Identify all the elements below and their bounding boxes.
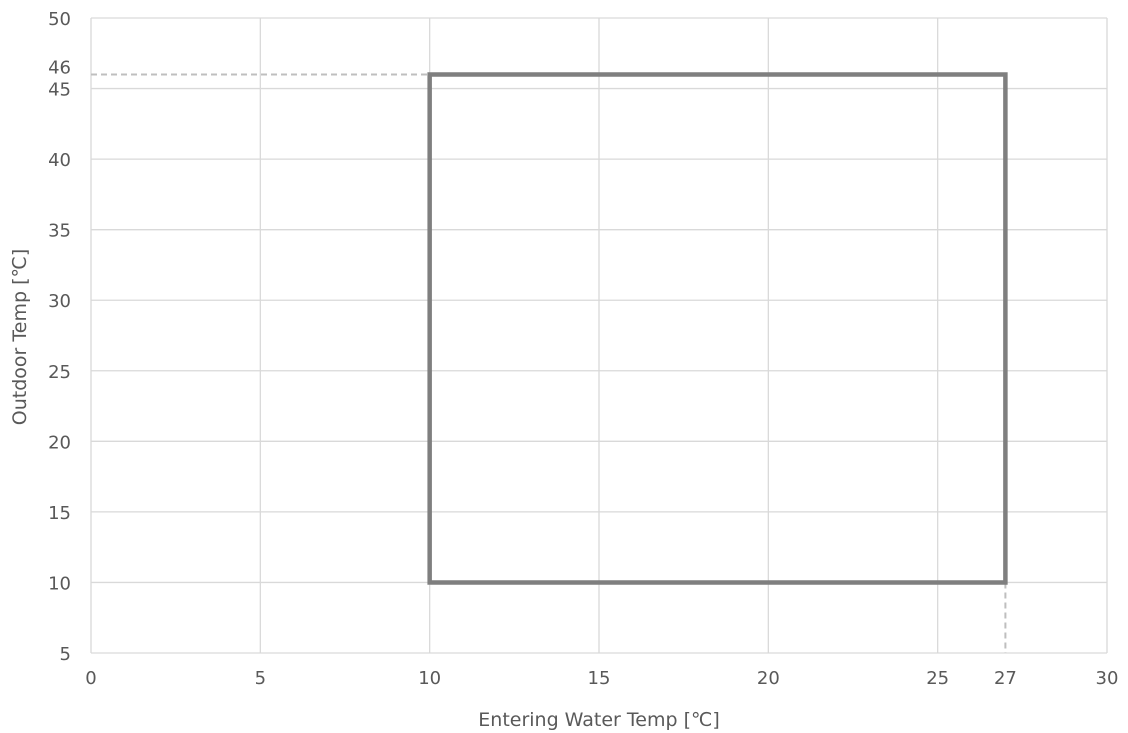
x-tick-label: 5 bbox=[255, 668, 266, 689]
y-tick-label: 25 bbox=[48, 362, 71, 383]
y-tick-label: 40 bbox=[48, 150, 71, 171]
y-gridlines bbox=[91, 17, 1107, 654]
x-tick-label: 27 bbox=[994, 668, 1017, 689]
y-tick-label: 5 bbox=[60, 644, 71, 665]
series-layer bbox=[427, 72, 1008, 585]
x-tick-label: 0 bbox=[85, 668, 96, 689]
series-line bbox=[427, 72, 1008, 585]
y-tick-label: 15 bbox=[48, 503, 71, 524]
x-tick-label: 10 bbox=[418, 668, 441, 689]
y-tick-label: 10 bbox=[48, 573, 71, 594]
y-tick-label: 46 bbox=[48, 57, 71, 78]
x-axis-label: Entering Water Temp [℃] bbox=[478, 709, 719, 731]
x-gridlines bbox=[90, 18, 1108, 653]
y-tick-labels: 5 10 15 20 25 30 35 40 45 50 46 bbox=[48, 9, 71, 665]
y-axis-label: Outdoor Temp [℃] bbox=[9, 249, 31, 425]
y-tick-label: 30 bbox=[48, 291, 71, 312]
x-tick-label: 20 bbox=[757, 668, 780, 689]
y-tick-label: 35 bbox=[48, 221, 71, 242]
y-tick-label: 45 bbox=[48, 80, 71, 101]
y-tick-label: 20 bbox=[48, 432, 71, 453]
x-tick-label: 30 bbox=[1096, 668, 1119, 689]
x-tick-label: 15 bbox=[588, 668, 611, 689]
x-tick-label: 25 bbox=[926, 668, 949, 689]
x-tick-labels: 0 5 10 15 20 25 30 27 bbox=[85, 668, 1118, 689]
y-tick-label: 50 bbox=[48, 9, 71, 30]
reference-lines bbox=[91, 73, 1007, 653]
